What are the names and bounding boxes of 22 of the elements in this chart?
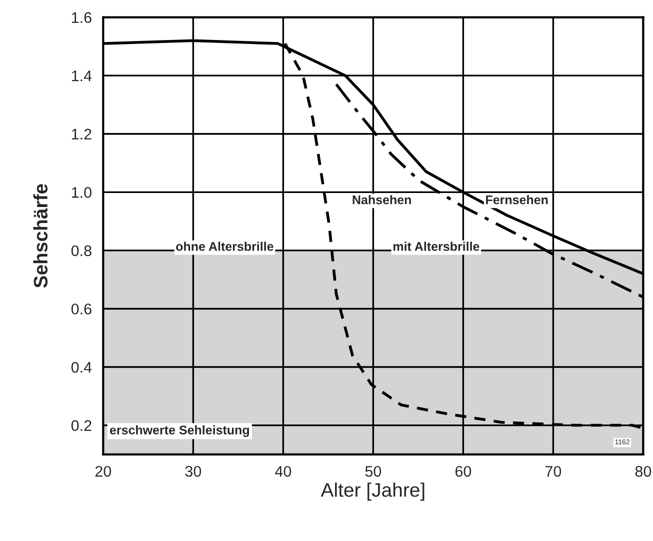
annotation: ohne Altersbrille [176,242,274,251]
y-tick-label: 0.6 [71,304,92,314]
x-axis-title: Alter [Jahre] [320,482,424,501]
annotation: mit Altersbrille [393,242,480,251]
y-axis-title: Sehschärfe [33,184,48,288]
x-tick-label: 60 [455,466,472,477]
x-tick-label: 70 [545,466,562,477]
y-tick-label: 0.8 [71,245,92,256]
x-tick-label: 30 [185,466,202,477]
x-tick-label: 20 [95,466,112,477]
band-label: erschwerte Sehleistung [110,425,249,437]
annotation: Nahsehen [352,195,411,204]
annotation: Fernsehen [486,195,548,204]
x-tick-label: 40 [275,466,292,477]
y-tick-label: 1.4 [72,70,92,82]
y-tick-label: 0.2 [71,420,92,431]
x-tick-label: 80 [635,466,652,477]
y-tick-label: 0.4 [71,362,92,373]
x-tick-label: 50 [365,466,382,477]
y-tick-label: 1.0 [72,187,92,198]
y-tick-label: 1.6 [72,12,92,23]
y-tick-label: 1.2 [72,128,92,140]
